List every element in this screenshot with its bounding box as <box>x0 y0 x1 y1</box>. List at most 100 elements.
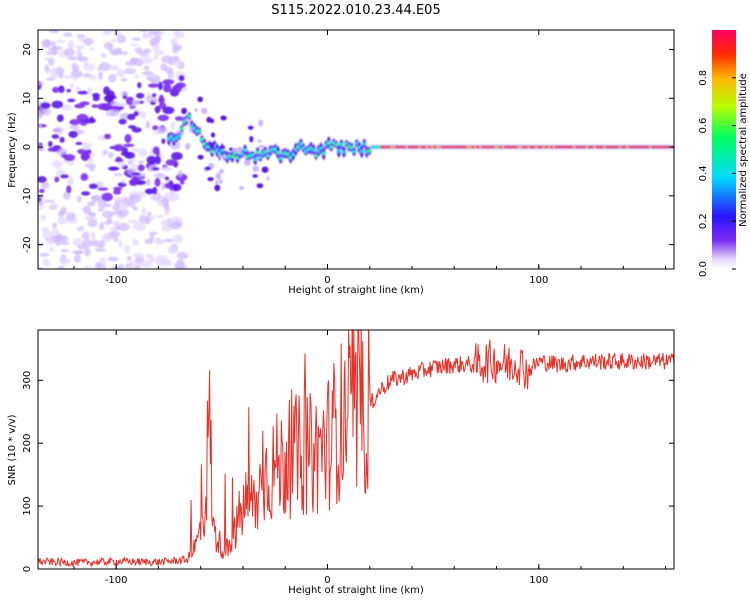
spectrogram-cell <box>131 107 141 112</box>
spectrogram-cell <box>152 146 160 155</box>
spectrogram-cell <box>152 194 164 202</box>
spectrogram-cell <box>238 185 244 191</box>
spectrogram-cell <box>257 139 262 143</box>
spectrogram-cell <box>140 260 153 268</box>
spectrogram-cell <box>252 174 258 178</box>
spectrogram-cell <box>116 34 126 44</box>
spectrogram-cell <box>87 219 98 228</box>
colorbar-tick-label: 0.8 <box>698 70 709 86</box>
spectrogram-cell <box>141 57 154 64</box>
snr-xlabel: Height of straight line (km) <box>288 585 424 596</box>
spectrogram-cell <box>141 207 147 215</box>
spectrogram-cell <box>208 142 215 149</box>
spectrogram-cell <box>114 158 124 163</box>
spectrogram-cell <box>88 157 94 165</box>
spectrogram-cell <box>218 155 223 159</box>
spectrogram-cell <box>103 149 109 155</box>
spectrogram-cell <box>266 176 270 181</box>
spectrogram-cell <box>342 150 346 154</box>
spectrogram-cell <box>111 30 115 31</box>
spectrogram-cell <box>321 151 326 156</box>
spectrogram-cell <box>75 141 83 146</box>
spectrogram-cell <box>97 103 109 111</box>
spectrogram-cell <box>38 188 45 193</box>
spectrogram-frame <box>37 29 675 270</box>
spectrogram-cell <box>133 265 142 269</box>
spectrogram-cell <box>172 183 182 192</box>
spectrogram-cell <box>77 148 88 155</box>
spectrogram-cell <box>118 118 127 125</box>
spectrogram-cell <box>147 83 160 88</box>
spectrogram-cell <box>42 39 53 47</box>
spectrogram-cell <box>133 22 139 28</box>
spectrogram-cell <box>352 149 356 154</box>
spectrogram-cell <box>55 242 60 246</box>
spectrogram-cell <box>51 160 63 169</box>
spectrogram-cell <box>81 231 90 240</box>
spectrogram-cell <box>121 178 126 184</box>
spectrogram-cell <box>173 30 180 36</box>
spectrogram-cell <box>38 176 47 183</box>
spectrogram-cell <box>144 188 155 195</box>
spectrogram-cell <box>124 152 136 159</box>
spectrogram-xtick-label: 0 <box>324 275 330 286</box>
spectrogram-cell <box>117 182 127 188</box>
spectrogram-cell <box>101 233 112 243</box>
spectrogram-cell <box>43 57 54 61</box>
spectrogram-cell <box>126 255 132 262</box>
spectrogram-cell <box>76 226 85 232</box>
spectrogram-cell <box>160 63 168 72</box>
spectrogram-cell <box>72 76 78 81</box>
spectrogram-cell <box>124 134 132 143</box>
spectrogram-cell <box>152 125 159 131</box>
spectrogram-cell <box>102 210 114 219</box>
spectrogram-cell <box>97 187 109 191</box>
spectrogram-xtick-label: 100 <box>529 275 548 286</box>
spectrogram-cell <box>58 85 65 93</box>
spectrogram-cell <box>171 151 183 161</box>
spectrogram-cell <box>133 74 140 79</box>
spectrogram-cell <box>162 106 175 115</box>
spectrogram-cell <box>176 251 189 260</box>
spectrogram-cell <box>177 169 183 178</box>
spectrogram-cell <box>117 222 130 232</box>
spectrogram-cell <box>45 77 56 81</box>
spectrogram-cell <box>63 75 74 79</box>
spectrogram-cell <box>93 265 99 269</box>
spectrogram-cell <box>141 111 146 120</box>
spectrogram-cell <box>154 214 165 218</box>
spectrogram-cell <box>153 238 164 244</box>
spectrogram-cell <box>81 153 91 161</box>
spectrogram-cell <box>39 252 50 257</box>
spectrogram-cell <box>49 67 58 77</box>
spectrogram-cell <box>181 107 187 115</box>
spectrogram-cell <box>362 141 367 146</box>
spectrogram-cell <box>52 222 58 229</box>
spectrogram-cell <box>98 62 111 71</box>
spectrogram-cell <box>139 53 150 58</box>
spectrogram-cell <box>55 39 66 44</box>
spectrogram-cell <box>118 239 123 249</box>
spectrogram-cell <box>115 196 124 202</box>
snr-ticks: -100 0 100 0 100 200 300 <box>22 330 674 586</box>
spectrogram-cell <box>178 74 185 82</box>
spectrogram-cell <box>172 234 184 244</box>
spectrogram-cell <box>103 42 114 50</box>
spectrogram-cell <box>91 104 99 108</box>
spectrogram-cell <box>145 216 151 225</box>
spectrogram-cell <box>177 134 181 138</box>
spectrogram-cell <box>87 200 96 207</box>
spectrogram-cell <box>87 87 93 96</box>
spectrogram-cell <box>311 147 316 152</box>
spectrogram-cell <box>113 186 123 191</box>
snr-ytick-label: 0 <box>22 566 33 572</box>
figure-title: S115.2022.010.23.44.E05 <box>271 3 440 18</box>
spectrogram-cell <box>98 71 103 81</box>
spectrogram-cell <box>106 217 113 224</box>
spectrogram-cell <box>92 239 99 247</box>
spectrogram-cell <box>102 26 113 29</box>
spectrogram-cell <box>146 155 157 165</box>
spectrogram-cell <box>54 176 60 183</box>
spectrogram-cell <box>167 245 179 255</box>
